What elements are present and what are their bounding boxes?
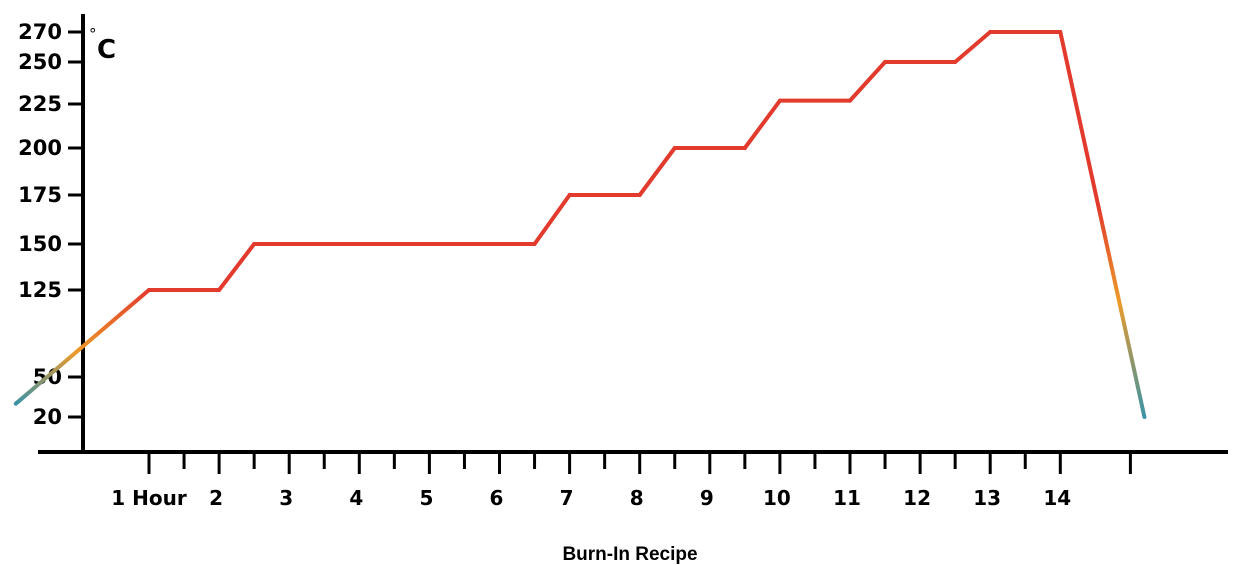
series-line-segment <box>637 146 677 197</box>
y-tick-label: 125 <box>18 278 62 302</box>
x-tick-label: 14 <box>1043 486 1071 510</box>
x-tick-label: 6 <box>490 486 504 510</box>
x-tick-label: 7 <box>560 486 574 510</box>
series-group <box>13 30 1147 419</box>
y-tick-label: 20 <box>33 405 62 429</box>
y-tick-label: 270 <box>18 20 62 44</box>
chart-title: Burn-In Recipe <box>562 544 697 565</box>
ticks: 20501251501752002252502701 Hour234567891… <box>18 20 1132 510</box>
axes <box>38 14 1228 454</box>
y-tick-label: 200 <box>18 136 62 160</box>
x-tick-label: 4 <box>349 486 363 510</box>
x-tick-label: 12 <box>903 486 931 510</box>
y-tick-label: 250 <box>18 50 62 74</box>
y-unit-label: C <box>97 35 116 65</box>
series-line-segment <box>217 242 257 292</box>
x-tick-label: 13 <box>973 486 1001 510</box>
x-tick-label: 11 <box>833 486 861 510</box>
y-tick-label: 225 <box>18 92 62 116</box>
x-tick-label: 8 <box>630 486 644 510</box>
series-line-segment <box>742 98 782 150</box>
series-line-segment <box>953 30 993 64</box>
x-tick-label: 3 <box>279 486 293 510</box>
y-unit-degree: ° <box>89 25 97 43</box>
series-line-segment <box>13 288 151 406</box>
series-line-segment <box>1058 30 1147 419</box>
x-tick-label: 9 <box>700 486 714 510</box>
x-tick-label: 5 <box>419 486 433 510</box>
y-tick-label: 175 <box>18 183 62 207</box>
y-tick-label: 150 <box>18 232 62 256</box>
series-line-segment <box>532 193 572 246</box>
series-line-segment <box>848 60 888 103</box>
x-tick-label: 1 Hour <box>111 486 187 510</box>
x-tick-label: 2 <box>209 486 223 510</box>
x-tick-label: 10 <box>763 486 791 510</box>
